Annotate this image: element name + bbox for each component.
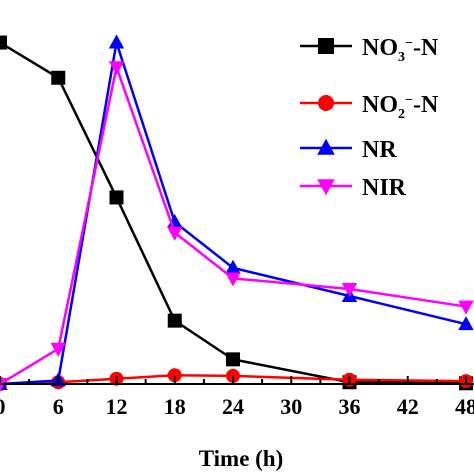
legend-entry: NO2−-N [300, 92, 439, 122]
x-tick-label: 42 [397, 394, 419, 419]
legend-label: NO3−-N [362, 35, 439, 65]
x-tick-label: 24 [222, 394, 244, 419]
series-circle [0, 368, 473, 391]
legend-label: NO2−-N [362, 92, 439, 122]
series-square [0, 35, 473, 391]
series-triangle-up [0, 34, 474, 390]
series-triangle-down [0, 61, 474, 393]
data-point [108, 61, 125, 76]
data-point [167, 313, 182, 328]
legend-entry: NIR [300, 175, 407, 201]
x-axis: 0 6 12 18 24 30 36 42 48 [0, 376, 474, 419]
legend: NO3−-N NO2−-N NR NIR [300, 35, 439, 201]
data-point [458, 300, 474, 315]
data-point [109, 190, 124, 205]
data-point [51, 70, 66, 85]
plot-area [0, 34, 474, 393]
legend-marker [318, 38, 334, 54]
data-point [50, 342, 66, 357]
data-point [108, 34, 125, 49]
legend-label: NR [362, 137, 397, 163]
x-tick-label: 30 [280, 394, 302, 419]
data-point [0, 35, 7, 50]
x-tick-label: 0 [0, 394, 6, 419]
legend-marker [317, 179, 335, 196]
x-tick-label: 12 [106, 394, 128, 419]
x-axis-title: Time (h) [199, 446, 284, 471]
data-point [0, 378, 8, 393]
x-tick-label: 18 [164, 394, 186, 419]
x-tick-label: 48 [455, 394, 474, 419]
data-point [458, 316, 474, 331]
legend-entry: NO3−-N [300, 35, 439, 65]
data-point [341, 283, 358, 298]
data-point [226, 368, 240, 383]
data-point [225, 272, 241, 287]
legend-entry: NR [300, 137, 397, 163]
x-tick-label: 36 [339, 394, 361, 419]
data-point [225, 259, 241, 274]
legend-marker [317, 138, 335, 155]
legend-label: NIR [362, 175, 407, 201]
data-point [226, 352, 240, 367]
data-point [167, 226, 183, 241]
x-tick-label: 6 [53, 394, 64, 419]
data-point [167, 368, 182, 383]
legend-marker [318, 95, 334, 111]
